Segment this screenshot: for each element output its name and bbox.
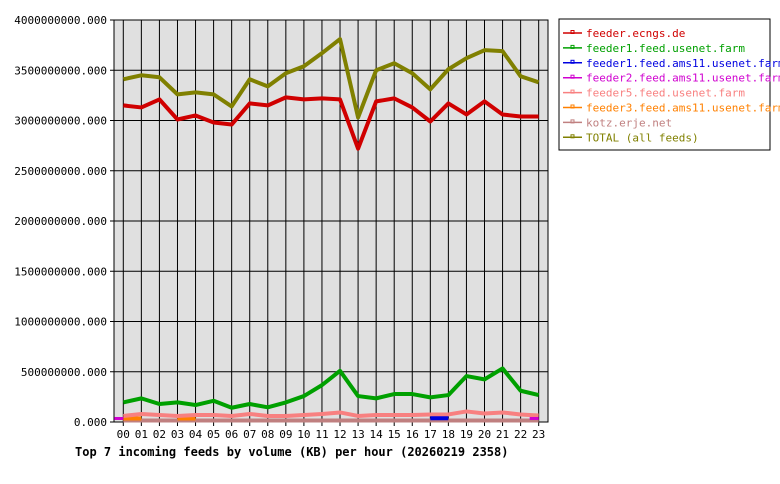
x-tick-label: 09 [279,428,292,441]
legend-item: feeder1.feed.usenet.farm [563,42,745,55]
y-tick-label: 0.000 [74,416,107,429]
y-tick-label: 3500000000.000 [14,64,107,77]
legend-marker [570,30,575,34]
legend-item: TOTAL (all feeds) [563,131,699,144]
legend-marker [570,74,575,79]
y-tick-label: 1000000000.000 [14,316,107,329]
x-tick-label: 01 [135,428,148,441]
series-feeder5-feed-usenet-farm [123,409,539,418]
legend-item: feeder2.feed.ams11.usenet.farm [563,72,780,85]
series-feeder1-feed-usenet-farm [122,366,540,410]
legend-label: feeder2.feed.ams11.usenet.farm [586,72,780,85]
x-tick-label: 14 [370,428,384,441]
x-tick-label: 08 [261,428,274,441]
legend-label: feeder1.feed.ams11.usenet.farm [586,57,780,70]
x-tick-label: 03 [171,428,184,441]
legend-marker [570,89,575,94]
x-tick-label: 06 [225,428,238,441]
x-tick-label: 13 [351,428,364,441]
legend-item: feeder5.feed.usenet.farm [563,87,745,100]
legend-marker [570,134,575,139]
x-tick-label: 16 [406,428,419,441]
x-tick-label: 20 [478,428,491,441]
chart-title: Top 7 incoming feeds by volume (KB) per … [75,445,508,459]
x-tick-label: 23 [532,428,545,441]
x-tick-label: 19 [460,428,473,441]
series-line [123,409,539,418]
x-tick-label: 07 [243,428,256,441]
series-line [123,95,539,151]
legend-item: kotz.erje.net [563,116,672,129]
x-tick-label: 00 [117,428,130,441]
y-tick-label: 3000000000.000 [14,115,107,128]
x-tick-label: 21 [496,428,509,441]
x-tick-label: 18 [442,428,455,441]
series-line [122,366,540,410]
x-tick-label: 11 [315,428,328,441]
legend-marker [570,119,575,124]
x-tick-label: 17 [424,428,437,441]
legend-marker [570,104,575,109]
x-tick-label: 05 [207,428,220,441]
legend-label: feeder5.feed.usenet.farm [586,87,745,100]
x-tick-label: 15 [388,428,401,441]
legend-label: kotz.erje.net [586,116,672,129]
x-tick-label: 22 [514,428,527,441]
x-tick-label: 12 [333,428,346,441]
legend-marker [570,44,575,49]
x-tick-label: 02 [153,428,166,441]
legend-label: feeder1.feed.usenet.farm [586,42,745,55]
legend-label: feeder3.feed.ams11.usenet.farm [586,102,780,115]
legend-item: feeder3.feed.ams11.usenet.farm [563,102,780,115]
legend-item: feeder1.feed.ams11.usenet.farm [563,57,780,70]
x-tick-label: 04 [189,428,203,441]
y-tick-label: 2500000000.000 [14,165,107,178]
y-tick-label: 2000000000.000 [14,215,107,228]
y-tick-label: 4000000000.000 [14,14,107,27]
series-total-all-feeds- [122,37,540,120]
legend-box [558,18,771,151]
y-tick-label: 500000000.000 [21,366,107,379]
x-tick-label: 10 [297,428,310,441]
legend-label: feeder.ecngs.de [586,27,685,40]
legend-item: feeder.ecngs.de [563,27,685,40]
legend-marker [570,59,575,64]
legend-label: TOTAL (all feeds) [586,131,699,144]
series-feeder-ecngs-de [123,95,539,151]
series-line [122,37,540,120]
y-tick-label: 1500000000.000 [14,265,107,278]
